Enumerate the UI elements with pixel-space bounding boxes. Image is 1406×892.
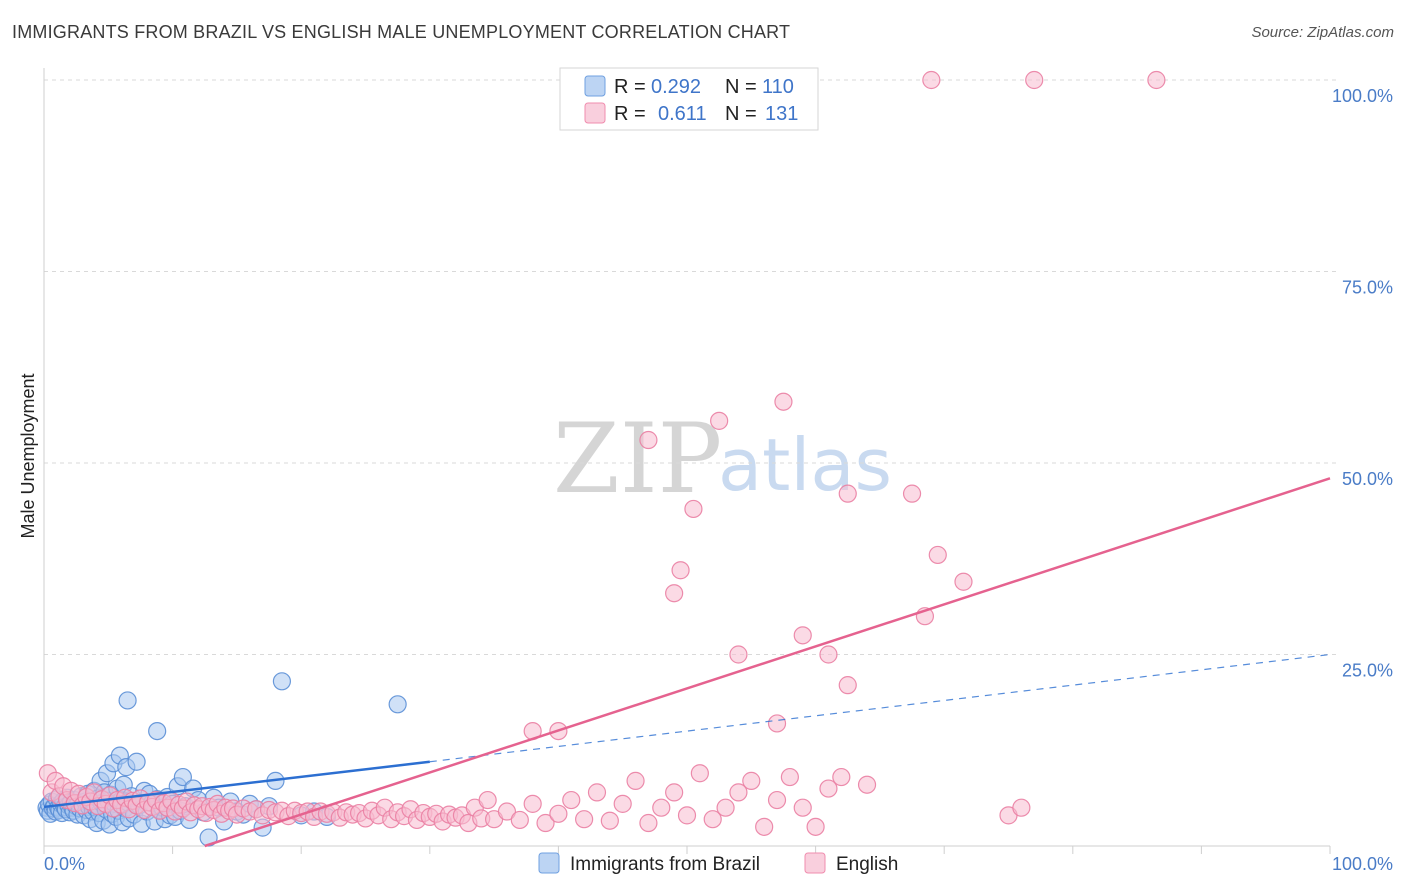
brazil-point-103	[272, 672, 292, 691]
series-english-points	[38, 70, 1166, 836]
chart-title: IMMIGRANTS FROM BRAZIL VS ENGLISH MALE U…	[12, 22, 791, 42]
english-point-107	[716, 798, 735, 817]
y-tick-label-50: 50.0%	[1342, 469, 1393, 489]
trend-line-brazil	[43, 760, 430, 809]
english-point-105	[690, 764, 709, 783]
english-point-95	[562, 790, 581, 810]
y-tick-labels: 25.0% 50.0% 75.0% 100.0%	[1332, 86, 1393, 681]
legend-top-r-value-pink: 0.611	[658, 103, 707, 125]
english-point-134	[902, 484, 922, 503]
watermark-zip: ZIP	[553, 403, 722, 515]
english-point-138	[922, 70, 941, 90]
english-point-119	[1012, 798, 1031, 817]
english-point-108	[729, 783, 748, 802]
legend-top-r-label-pink: R =	[614, 103, 646, 125]
english-point-92	[523, 794, 542, 813]
legend-top-swatch-pink	[584, 102, 606, 124]
english-point-137	[954, 572, 973, 591]
english-point-126	[710, 411, 729, 430]
legend-top-n-label-pink: N =	[725, 103, 757, 125]
english-point-100	[626, 771, 645, 790]
english-point-88	[478, 790, 497, 810]
english-point-99	[613, 794, 632, 813]
english-point-123	[665, 584, 684, 603]
english-point-97	[587, 783, 607, 802]
english-point-110	[755, 817, 774, 836]
x-ticks	[43, 846, 1331, 854]
trend-line-english	[204, 477, 1331, 848]
english-point-91	[510, 810, 529, 830]
legend-top-n-value-blue: 110	[762, 76, 794, 98]
brazil-point-85	[173, 767, 192, 787]
english-point-130	[793, 626, 812, 645]
english-point-122	[639, 430, 658, 450]
brazil-point-107	[118, 691, 137, 710]
y-tick-label-75: 75.0%	[1342, 278, 1393, 298]
english-point-131	[819, 645, 838, 664]
english-point-93	[536, 813, 555, 833]
english-point-125	[684, 499, 703, 519]
y-tick-label-100: 100.0%	[1332, 86, 1393, 106]
source-credit: Source: ZipAtlas.com	[1251, 24, 1394, 41]
english-point-139	[1025, 70, 1044, 90]
english-point-109	[742, 771, 761, 790]
brazil-point-108	[148, 721, 167, 741]
brazil-point-91	[199, 828, 218, 847]
english-point-117	[857, 775, 877, 794]
english-point-127	[729, 645, 748, 664]
english-point-133	[838, 484, 857, 503]
english-point-106	[703, 810, 722, 829]
legend-bottom-label-pink: English	[836, 854, 898, 875]
x-tick-label-max: 100.0%	[1332, 854, 1393, 874]
english-point-115	[819, 779, 838, 798]
legend-top-r-value-blue: 0.292	[651, 76, 701, 98]
english-point-96	[575, 810, 594, 829]
legend-top-n-value-pink: 131	[765, 103, 798, 125]
trend-line-brazil-dashed	[429, 653, 1331, 763]
legend-top-swatch-blue	[584, 75, 606, 97]
legend-bottom-swatch-blue	[538, 852, 560, 874]
english-point-128	[767, 714, 787, 733]
english-point-136	[928, 545, 947, 565]
gridlines	[44, 79, 1336, 655]
english-point-113	[793, 798, 812, 817]
english-point-112	[780, 767, 799, 787]
english-point-98	[600, 811, 619, 830]
legend-top-r-label-blue: R =	[614, 76, 646, 98]
legend-top-n-label-blue: N =	[725, 76, 757, 98]
legend-top: R = 0.292 N = 110 R = 0.611 N = 131	[559, 67, 819, 131]
legend-bottom: Immigrants from Brazil English	[538, 852, 898, 875]
english-point-94	[549, 804, 568, 823]
english-point-114	[806, 817, 825, 836]
english-point-90	[497, 802, 517, 821]
brazil-point-109	[388, 695, 407, 714]
english-point-124	[671, 561, 690, 580]
legend-bottom-label-blue: Immigrants from Brazil	[570, 854, 760, 875]
english-point-111	[767, 790, 787, 810]
x-tick-label-min: 0.0%	[44, 854, 85, 874]
y-axis-title: Male Unemployment	[18, 373, 38, 538]
english-point-103	[665, 783, 684, 802]
trend-lines	[43, 477, 1331, 848]
english-point-129	[774, 392, 793, 411]
english-point-104	[677, 806, 697, 825]
legend-bottom-swatch-pink	[804, 852, 826, 874]
y-tick-label-25: 25.0%	[1342, 661, 1393, 681]
english-point-132	[838, 676, 857, 695]
watermark: ZIP atlas	[553, 403, 892, 515]
english-point-140	[1147, 70, 1166, 90]
english-point-116	[832, 767, 851, 787]
watermark-atlas: atlas	[718, 423, 892, 507]
english-point-101	[639, 813, 658, 833]
english-point-102	[652, 798, 671, 817]
brazil-point-67	[127, 752, 146, 771]
